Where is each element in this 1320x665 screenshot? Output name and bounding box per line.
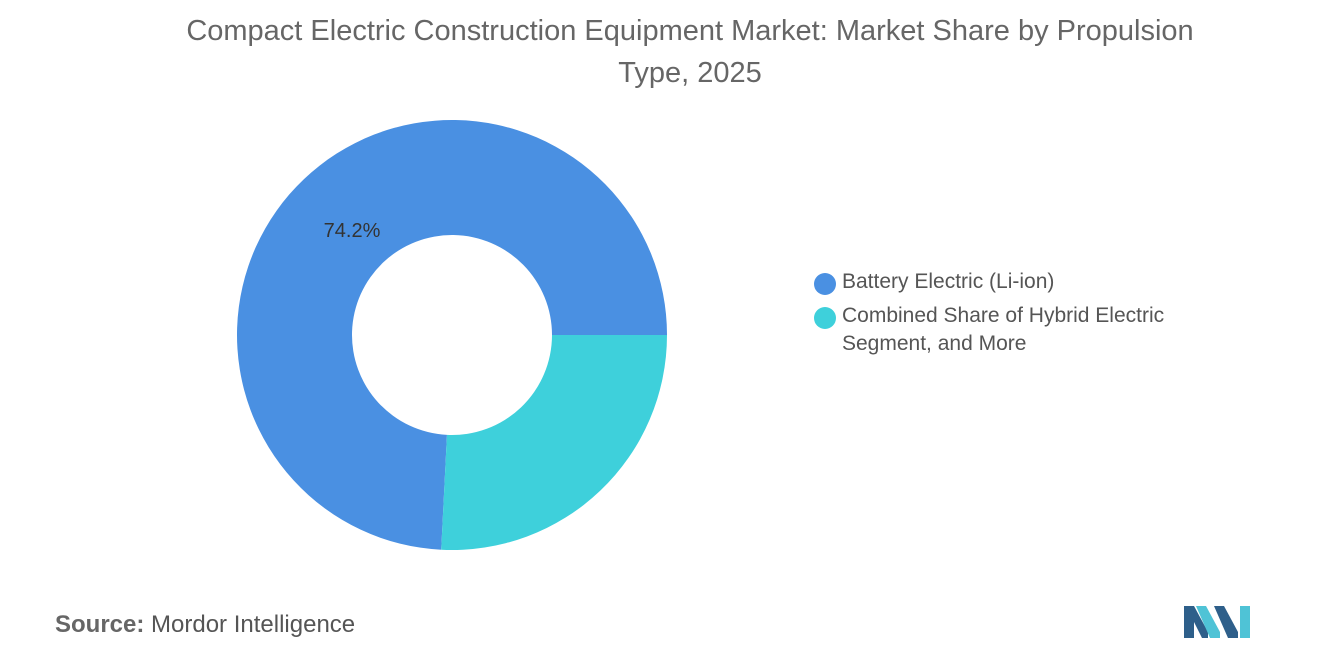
legend-item-battery-electric: Battery Electric (Li-ion) bbox=[814, 268, 1234, 296]
slice-battery-electric bbox=[237, 119, 667, 550]
source-text: Mordor Intelligence bbox=[151, 611, 356, 638]
source-label: Source: bbox=[55, 611, 145, 638]
legend-item-hybrid-electric: Combined Share of Hybrid Electric Segmen… bbox=[814, 302, 1234, 358]
legend-label-battery-electric: Battery Electric (Li-ion) bbox=[842, 270, 1055, 293]
slice-hybrid-electric bbox=[441, 335, 667, 550]
data-label-slice-battery-electric: 74.2% bbox=[324, 220, 381, 242]
chart-legend: Battery Electric (Li-ion) Combined Share… bbox=[814, 268, 1234, 364]
legend-label-hybrid-electric: Combined Share of Hybrid Electric Segmen… bbox=[842, 304, 1165, 355]
legend-swatch-battery-electric bbox=[814, 273, 836, 295]
chart-title: Compact Electric Construction Equipment … bbox=[186, 15, 1194, 89]
source-note: Source: Mordor Intelligence bbox=[55, 611, 355, 639]
legend-swatch-hybrid-electric bbox=[814, 307, 836, 329]
mordor-intelligence-logo-icon bbox=[1184, 606, 1250, 638]
